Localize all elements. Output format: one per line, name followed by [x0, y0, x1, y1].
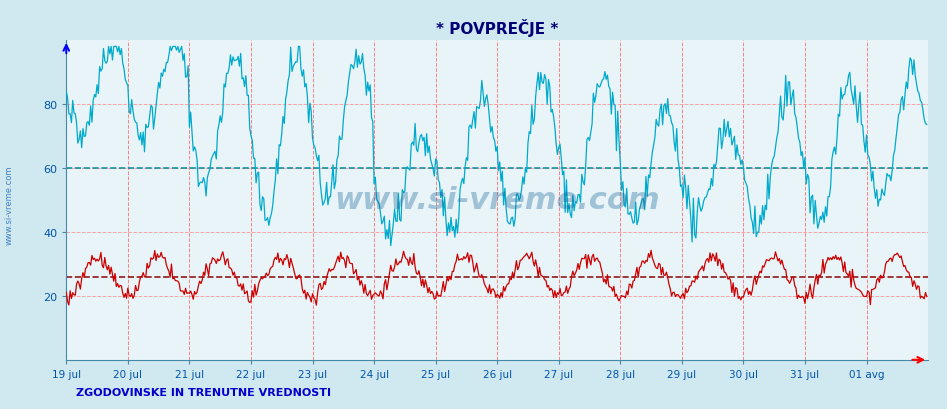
Text: ZGODOVINSKE IN TRENUTNE VREDNOSTI: ZGODOVINSKE IN TRENUTNE VREDNOSTI — [76, 387, 331, 397]
Text: www.si-vreme.com: www.si-vreme.com — [5, 165, 14, 244]
Text: www.si-vreme.com: www.si-vreme.com — [334, 186, 660, 215]
Title: * POVPREČJE *: * POVPREČJE * — [436, 19, 559, 37]
Legend: temperatura [F], vlaga [%]: temperatura [F], vlaga [%] — [433, 408, 562, 409]
